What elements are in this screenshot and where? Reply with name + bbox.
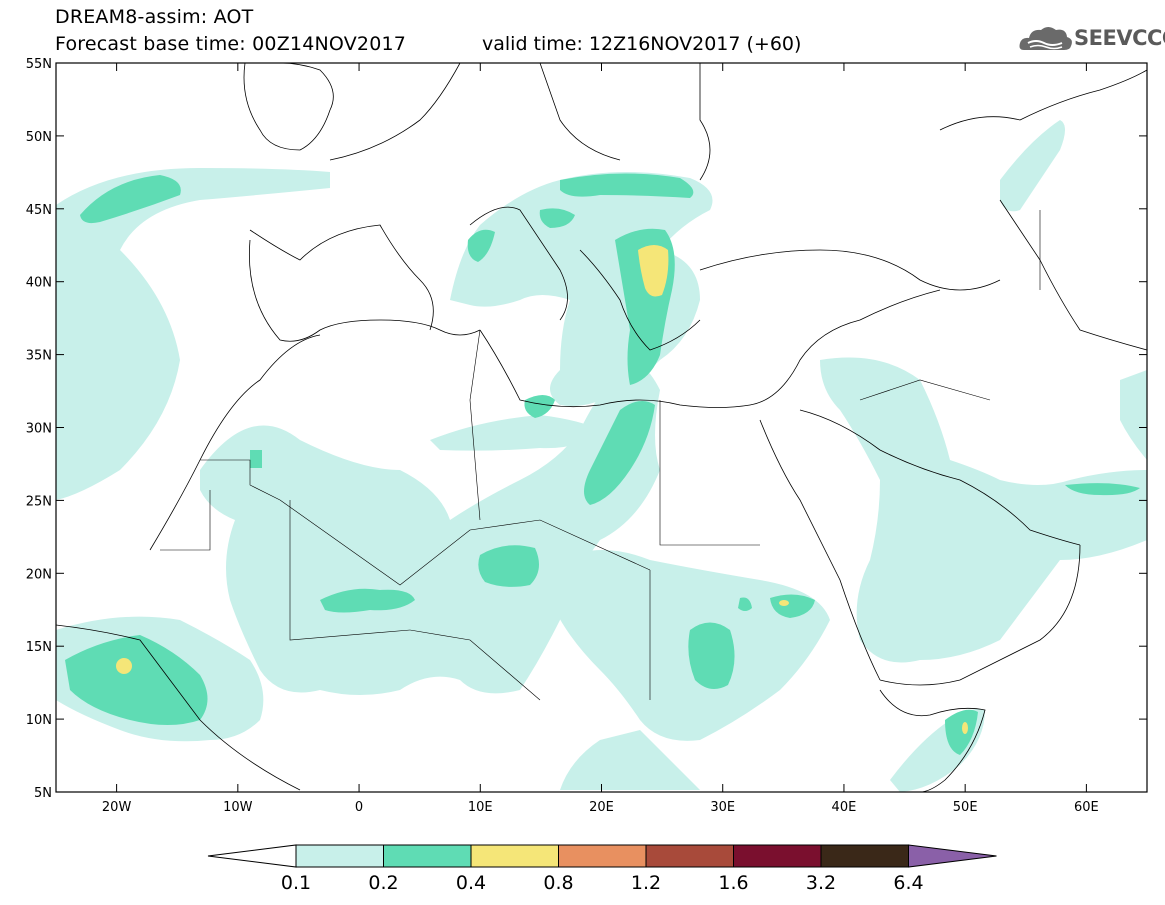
- lon-label: 50E: [953, 800, 978, 815]
- latitude-axis: 55N 50N 45N 40N 35N 30N 25N 20N 15N 10N 5N: [26, 57, 1147, 801]
- colorbar-box: [295, 844, 384, 868]
- lat-label: 15N: [26, 640, 52, 655]
- lat-label: 50N: [26, 130, 52, 145]
- forecast-base-time: Forecast base time: 00Z14NOV2017: [55, 33, 407, 55]
- lon-label: 10W: [223, 800, 253, 815]
- lon-label: 30E: [710, 800, 735, 815]
- lon-label: 10E: [468, 800, 493, 815]
- colorbar-level-label: 1.2: [631, 872, 661, 894]
- logo-text: SEEVCCC: [1074, 26, 1165, 50]
- colorbar-level-label: 0.2: [368, 872, 398, 894]
- colorbar-level-label: 0.4: [456, 872, 486, 894]
- colorbar-level-label: 3.2: [806, 872, 836, 894]
- cloud-icon: [1019, 27, 1072, 50]
- lon-label: 40E: [832, 800, 857, 815]
- map-title: DREAM8-assim: AOT: [55, 6, 254, 28]
- coastlines: [56, 63, 1147, 792]
- colorbar-level-label: 6.4: [893, 872, 923, 894]
- colorbar-box: [645, 844, 734, 868]
- lat-label: 25N: [26, 494, 52, 509]
- lat-label: 20N: [26, 567, 52, 582]
- valid-time: valid time: 12Z16NOV2017 (+60): [482, 33, 802, 55]
- colorbar-box: [470, 844, 559, 868]
- colorbar-box: [820, 844, 909, 868]
- lat-label: 5N: [34, 786, 52, 801]
- seevccc-logo: SEEVCCC: [1018, 22, 1165, 56]
- lat-label: 55N: [26, 57, 52, 72]
- lat-label: 35N: [26, 349, 52, 364]
- lon-label: 20E: [589, 800, 614, 815]
- aot-field: [56, 63, 1147, 792]
- lat-label: 45N: [26, 203, 52, 218]
- lat-label: 10N: [26, 713, 52, 728]
- colorbar-level-label: 1.6: [718, 872, 748, 894]
- colorbar-level-label: 0.1: [281, 872, 311, 894]
- colorbar-over-triangle: [908, 844, 997, 868]
- aot-level-0.4: [116, 245, 968, 734]
- colorbar-under-triangle: [207, 844, 297, 868]
- lat-label: 30N: [26, 422, 52, 437]
- colorbar-level-label: 0.8: [543, 872, 573, 894]
- lon-label: 20W: [102, 800, 132, 815]
- colorbar-box: [383, 844, 472, 868]
- lon-label: 60E: [1074, 800, 1099, 815]
- lon-label: 0: [355, 800, 363, 815]
- colorbar-labels: 0.1 0.2 0.4 0.8 1.2 1.6 3.2 6.4: [281, 872, 924, 894]
- colorbar-box: [558, 844, 647, 868]
- colorbar-box: [733, 844, 822, 868]
- lat-label: 40N: [26, 276, 52, 291]
- longitude-axis: 20W 10W 0 10E 20E 30E 40E 50E 60E: [102, 63, 1099, 815]
- borders: [160, 210, 1041, 701]
- colorbar-boxes: [207, 844, 997, 868]
